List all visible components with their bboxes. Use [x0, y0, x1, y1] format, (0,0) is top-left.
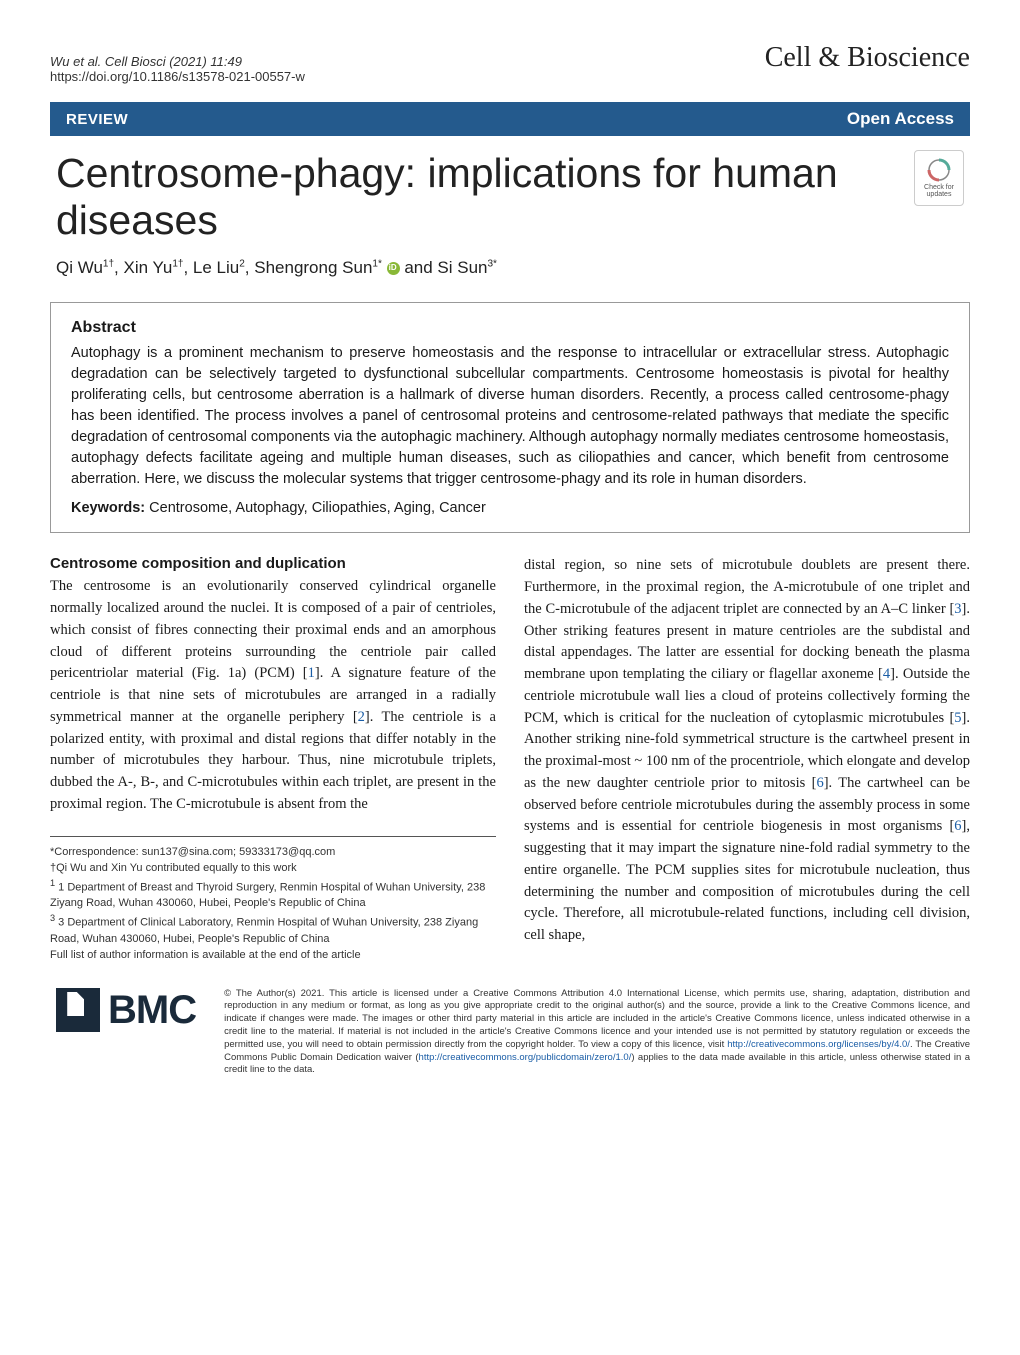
citation: Wu et al. Cell Biosci (2021) 11:49 https…: [50, 54, 305, 84]
orcid-icon: [387, 262, 400, 275]
journal-name: Cell & Bioscience: [765, 42, 970, 74]
abstract-heading: Abstract: [71, 319, 949, 337]
crossmark-icon: [927, 158, 951, 182]
affiliation-1: 1 1 Department of Breast and Thyroid Sur…: [50, 877, 496, 913]
abstract-box: Abstract Autophagy is a prominent mechan…: [50, 302, 970, 533]
abstract-text: Autophagy is a prominent mechanism to pr…: [71, 343, 949, 490]
keywords-label: Keywords:: [71, 500, 145, 516]
check-updates-badge[interactable]: Check for updates: [914, 150, 964, 206]
body-columns: Centrosome composition and duplication T…: [50, 555, 970, 963]
article-title: Centrosome-phagy: implications for human…: [56, 150, 964, 244]
license-text: © The Author(s) 2021. This article is li…: [224, 988, 970, 1078]
section-heading: Centrosome composition and duplication: [50, 555, 496, 572]
body-col-right: distal region, so nine sets of microtubu…: [524, 555, 970, 947]
full-author-list-note: Full list of author information is avail…: [50, 948, 496, 964]
bmc-logo: BMC: [50, 988, 196, 1033]
equal-contrib: †Qi Wu and Xin Yu contributed equally to…: [50, 861, 496, 877]
authors: Qi Wu1†, Xin Yu1†, Le Liu2, Shengrong Su…: [56, 258, 964, 278]
check-updates-text: Check for updates: [915, 184, 963, 198]
citation-line1: Wu et al. Cell Biosci (2021) 11:49: [50, 54, 242, 69]
footer-row: BMC © The Author(s) 2021. This article i…: [50, 988, 970, 1078]
citation-doi: https://doi.org/10.1186/s13578-021-00557…: [50, 69, 305, 84]
body-col-left: The centrosome is an evolutionarily cons…: [50, 576, 496, 815]
correspondence: *Correspondence: sun137@sina.com; 593331…: [50, 845, 496, 861]
open-access-label: Open Access: [847, 109, 954, 129]
bmc-icon: [56, 988, 100, 1032]
bmc-text: BMC: [108, 988, 196, 1033]
article-type: REVIEW: [66, 111, 128, 128]
article-type-banner: REVIEW Open Access: [50, 102, 970, 136]
footnotes: *Correspondence: sun137@sina.com; 593331…: [50, 836, 496, 964]
affiliation-3: 3 3 Department of Clinical Laboratory, R…: [50, 912, 496, 948]
page-header: Wu et al. Cell Biosci (2021) 11:49 https…: [50, 42, 970, 84]
keywords: Keywords: Centrosome, Autophagy, Ciliopa…: [71, 500, 949, 516]
keywords-list: Centrosome, Autophagy, Ciliopathies, Agi…: [149, 500, 486, 516]
